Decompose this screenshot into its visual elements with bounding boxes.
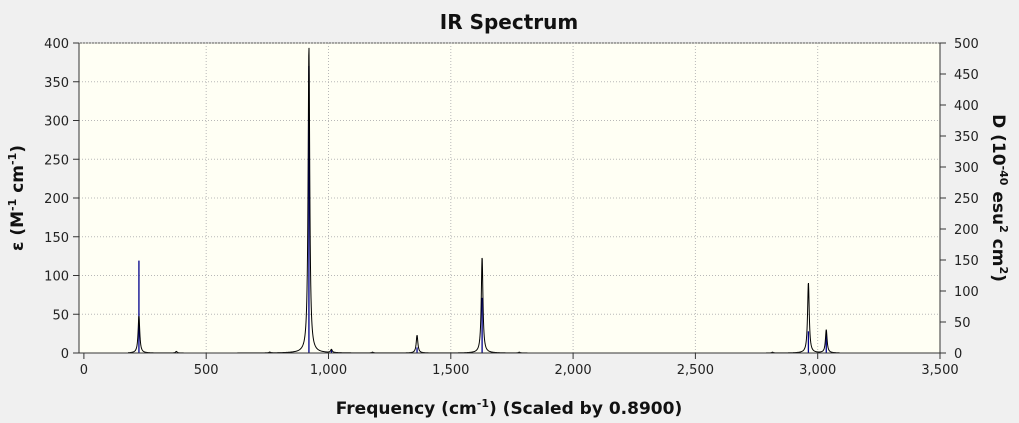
x-axis-title: Frequency (cm-1) (Scaled by 0.8900)	[336, 397, 682, 419]
gridlines	[79, 42, 940, 353]
right-y-tick-label: 150	[954, 254, 979, 269]
left-y-axis-title: ε (M-1 cm-1)	[6, 145, 28, 251]
left-y-tick-label: 250	[44, 153, 69, 168]
left-y-axis: 0 50 100 150 200 250 300 350 400	[44, 37, 80, 362]
x-tick-label: 500	[194, 363, 219, 378]
x-tick-label: 2,000	[554, 363, 591, 378]
right-y-tick-label: 0	[954, 347, 962, 362]
left-y-tick-label: 350	[44, 76, 69, 91]
x-tick-label: 3,500	[921, 363, 958, 378]
left-y-tick-label: 400	[44, 37, 69, 52]
right-y-tick-label: 50	[954, 316, 971, 331]
x-tick-label: 3,000	[799, 363, 836, 378]
left-y-tick-label: 0	[61, 347, 69, 362]
left-y-tick-label: 150	[44, 231, 69, 246]
x-tick-label: 1,000	[310, 363, 347, 378]
right-y-tick-label: 500	[954, 37, 979, 52]
left-y-tick-label: 50	[52, 308, 69, 323]
right-y-tick-label: 100	[954, 285, 979, 300]
stick-spectrum	[138, 65, 827, 353]
x-axis: 0 500 1,000 1,500 2,000 2,500 3,000 3,500	[79, 352, 959, 378]
left-y-tick-label: 300	[44, 115, 69, 130]
right-y-tick-label: 300	[954, 161, 979, 176]
right-y-tick-label: 450	[954, 68, 979, 83]
left-y-tick-label: 100	[44, 270, 69, 285]
right-y-tick-label: 350	[954, 130, 979, 145]
x-tick-label: 1,500	[432, 363, 469, 378]
right-y-tick-label: 250	[954, 192, 979, 207]
right-y-tick-label: 200	[954, 223, 979, 238]
left-y-tick-label: 200	[44, 192, 69, 207]
chart-title: IR Spectrum	[440, 10, 578, 34]
right-y-tick-label: 400	[954, 99, 979, 114]
right-y-axis: 0 50 100 150 200 250 300 350 400 450 500	[939, 37, 979, 362]
x-tick-label: 2,500	[677, 363, 714, 378]
right-y-axis-title: D (10-40 esu2 cm2)	[988, 114, 1010, 282]
x-tick-label: 0	[80, 363, 88, 378]
